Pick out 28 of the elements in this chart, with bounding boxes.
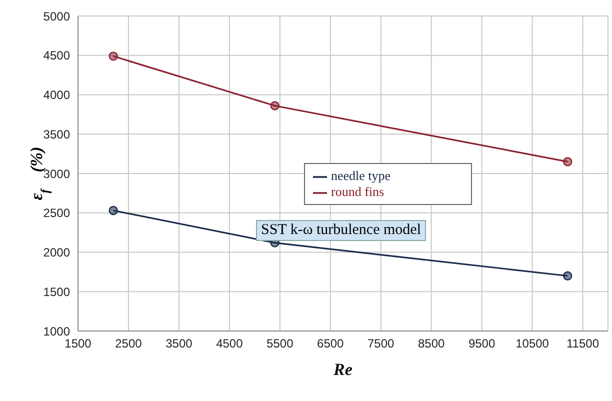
y-tick-label: 4500 (43, 48, 70, 63)
x-tick-label: 7500 (368, 336, 395, 351)
point (108, 52, 118, 61)
y-tick-label: 3500 (43, 127, 70, 142)
x-tick-label: 1500 (64, 336, 92, 351)
y-tick-label: 2000 (43, 246, 70, 260)
x-tick-label: 10500 (516, 336, 550, 351)
legend-label: needle type (331, 168, 391, 183)
y-tick-label: 2500 (43, 206, 70, 220)
y-tick-label: 1000 (43, 324, 70, 338)
y-tick-label: 5000 (43, 9, 70, 24)
point (563, 157, 572, 166)
x-tick-label: 5500 (266, 336, 294, 351)
point (270, 101, 280, 110)
x-tick-label: 9500 (468, 336, 496, 351)
legend-label: round fins (331, 184, 384, 200)
x-axis-title: Re (332, 360, 353, 379)
x-tick-label: 11500 (566, 336, 600, 351)
x-tick-label: 4500 (216, 336, 244, 351)
annotation: SST k-ω turbulence model (256, 220, 426, 241)
point (563, 271, 572, 280)
y-tick-label: 4000 (43, 88, 70, 102)
x-tick-label: 8500 (418, 336, 446, 351)
y-tick-label: 1500 (43, 284, 70, 299)
x-tick-label: 2500 (115, 336, 142, 351)
x-tick-label: 6500 (317, 336, 344, 351)
point (108, 206, 118, 216)
x-tick-label: 3500 (166, 336, 193, 351)
